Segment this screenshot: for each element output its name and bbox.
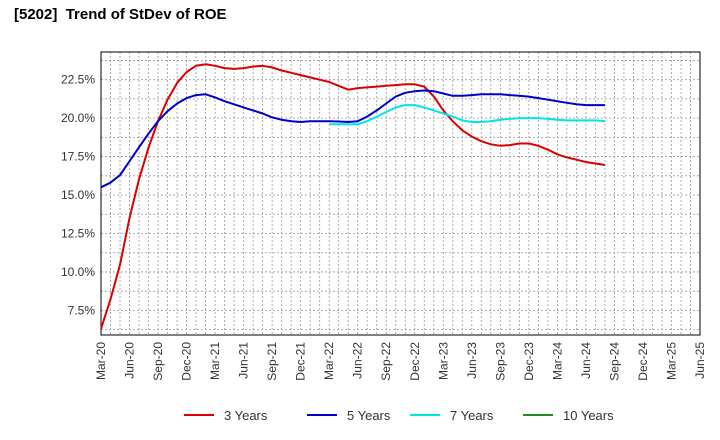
x-tick-label: Mar-22 <box>322 342 336 380</box>
series-line <box>100 89 605 189</box>
y-tick-label: 10.0% <box>61 265 95 279</box>
axes <box>100 51 701 336</box>
series-lines <box>100 63 606 330</box>
series-line <box>100 63 606 330</box>
x-tick-label: Mar-25 <box>664 342 678 380</box>
legend-label: 5 Years <box>347 408 391 423</box>
x-tick-label: Jun-23 <box>465 342 479 379</box>
x-tick-label: Sep-20 <box>151 342 165 381</box>
y-tick-label: 15.0% <box>61 188 95 202</box>
x-tick-label: Sep-21 <box>265 342 279 381</box>
x-tick-label: Jun-24 <box>579 342 593 379</box>
legend: 3 Years 5 Years 7 Years 10 Years <box>184 408 614 423</box>
y-tick-label: 22.5% <box>61 73 95 87</box>
x-tick-label: Sep-23 <box>493 342 507 381</box>
x-tick-label: Jun-25 <box>693 342 707 379</box>
y-tick-label: 12.5% <box>61 226 95 240</box>
x-tick-label: Dec-23 <box>522 342 536 381</box>
x-tick-label: Mar-21 <box>208 342 222 380</box>
x-tick-label: Dec-21 <box>294 342 308 381</box>
y-tick-labels: 7.5% 10.0% 12.5% 15.0% 17.5% 20.0% 22.5% <box>61 73 95 318</box>
x-tick-label: Jun-22 <box>351 342 365 379</box>
y-tick-label: 20.0% <box>61 111 95 125</box>
legend-label: 10 Years <box>563 408 614 423</box>
x-tick-label: Dec-20 <box>180 342 194 381</box>
x-tick-label: Sep-24 <box>607 342 621 381</box>
x-tick-label: Jun-21 <box>237 342 251 379</box>
x-tick-label: Dec-24 <box>636 342 650 381</box>
plot-frame <box>100 51 701 336</box>
series-line <box>329 104 606 126</box>
x-tick-label: Dec-22 <box>408 342 422 381</box>
x-tick-label: Mar-23 <box>436 342 450 380</box>
x-tick-label: Mar-20 <box>94 342 108 380</box>
x-tick-labels: Mar-20 Jun-20 Sep-20 Dec-20 Mar-21 Jun-21 Sep-… <box>94 342 707 381</box>
x-tick-label: Sep-22 <box>379 342 393 381</box>
legend-label: 3 Years <box>224 408 268 423</box>
chart-title: [5202] Trend of StDev of ROE <box>14 6 227 23</box>
grid-lines <box>101 52 700 335</box>
x-tick-label: Jun-20 <box>123 342 137 379</box>
x-tick-label: Mar-24 <box>550 342 564 380</box>
legend-label: 7 Years <box>450 408 494 423</box>
y-tick-label: 17.5% <box>61 150 95 164</box>
y-tick-label: 7.5% <box>68 303 96 317</box>
